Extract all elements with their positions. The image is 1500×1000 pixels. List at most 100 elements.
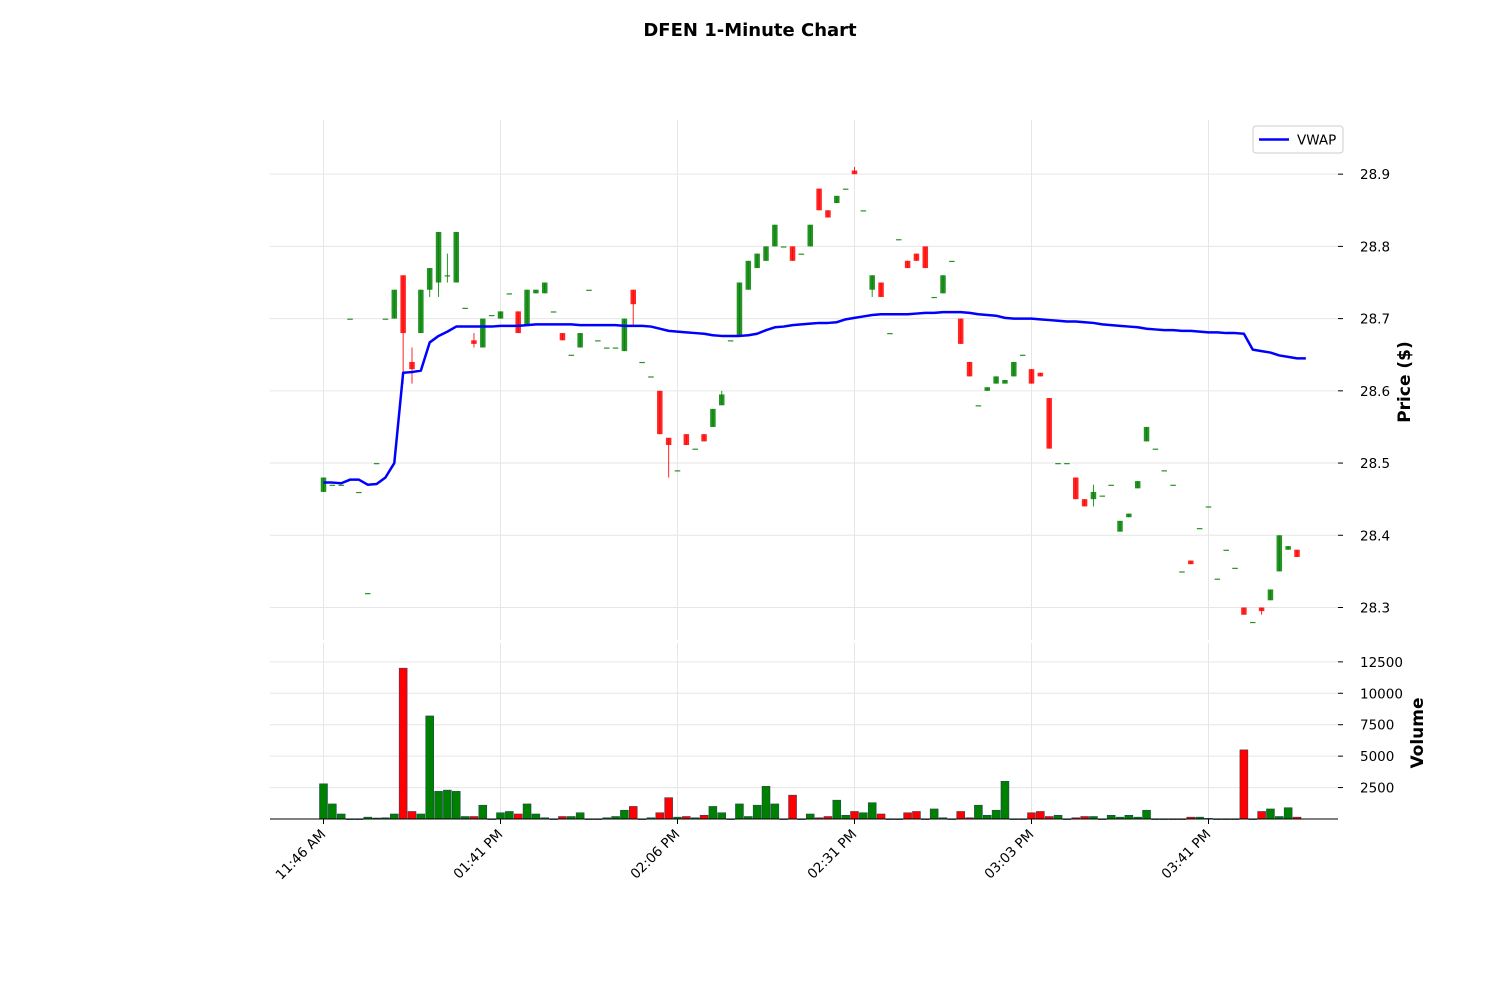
volume-bar: [699, 814, 709, 820]
candle-body: [816, 188, 822, 211]
volume-axis-label: Volume: [1408, 697, 1428, 768]
volume-axis-ticks: 2500 5000 7500 10000 12500: [1338, 655, 1403, 797]
candle-body: [657, 390, 663, 435]
candle-body: [382, 318, 389, 320]
volume-bar: [319, 783, 328, 820]
candle-body: [1046, 398, 1052, 449]
candle-body: [789, 246, 796, 261]
candle-body: [462, 307, 468, 309]
candle-body: [825, 210, 831, 218]
candle-body: [1117, 520, 1123, 532]
volume-bar: [1124, 814, 1134, 820]
candle-body: [400, 275, 406, 334]
candle-body: [1099, 495, 1106, 497]
candle-body: [1037, 372, 1044, 377]
volume-bar: [407, 811, 417, 820]
volume-bar: [912, 811, 921, 820]
volume-bar: [983, 814, 992, 820]
candle-body: [391, 289, 398, 319]
candle-body: [754, 253, 760, 269]
candle-body: [683, 434, 690, 445]
candle-body: [701, 434, 707, 442]
volume-bar: [328, 803, 337, 820]
volume-bar: [496, 812, 505, 820]
candle-body: [1011, 361, 1017, 377]
candle-body: [710, 408, 716, 427]
candle-body: [931, 296, 937, 299]
price-tick-label: 28.7: [1360, 312, 1390, 328]
candle-body: [665, 437, 672, 445]
candle-body: [1134, 481, 1141, 489]
candle-body: [338, 484, 344, 486]
candle-body: [1232, 567, 1238, 569]
candle-body: [922, 246, 929, 269]
price-tick-label: 28.8: [1360, 239, 1390, 255]
candle-body: [418, 289, 424, 334]
candle-body: [435, 231, 442, 283]
candle-body: [373, 463, 380, 465]
volume-tick-label: 2500: [1360, 781, 1394, 797]
candle-body: [896, 239, 902, 241]
price-gridlines: [270, 173, 1338, 608]
candle-body: [1002, 380, 1008, 384]
candle-body: [1223, 549, 1229, 551]
candle-body: [1179, 571, 1185, 573]
candle-body: [975, 405, 982, 407]
candle-body: [559, 333, 566, 341]
candle-body: [993, 376, 999, 384]
volume-bar: [1000, 781, 1010, 820]
volume-bar: [1257, 811, 1266, 820]
volume-bar: [876, 813, 886, 820]
legend-vwap-label: VWAP: [1297, 133, 1336, 149]
candle-body: [957, 318, 964, 344]
volume-bar: [761, 786, 771, 820]
candle-body: [497, 311, 504, 319]
volume-bar: [788, 794, 797, 820]
candle-body: [320, 477, 327, 492]
candle-body: [329, 484, 336, 486]
candle-body: [1170, 484, 1176, 486]
volume-tick-label: 10000: [1360, 686, 1403, 702]
price-tick-label: 28.5: [1360, 456, 1390, 472]
candle-body: [506, 293, 513, 295]
candle-body: [940, 275, 946, 294]
candle-body: [692, 448, 698, 450]
candle-body: [595, 340, 601, 342]
volume-bar: [1106, 814, 1116, 820]
candle-body: [568, 354, 575, 356]
price-tick-label: 28.6: [1360, 384, 1390, 400]
candle-body: [949, 260, 955, 263]
volume-tick-label: 7500: [1360, 718, 1394, 734]
x-tick-label: 11:46 AM: [273, 827, 330, 884]
candle-body: [1250, 621, 1256, 624]
candle-body: [1258, 607, 1265, 612]
candle-body: [1126, 513, 1132, 518]
volume-bar: [752, 804, 762, 820]
volume-bar: [522, 803, 532, 820]
volume-bar: [1053, 814, 1063, 820]
volume-bar: [929, 808, 939, 820]
volume-bar: [434, 791, 443, 820]
volume-bar: [1283, 807, 1293, 820]
candle-body: [648, 376, 654, 378]
candle-body: [719, 394, 725, 406]
candle-body: [674, 470, 681, 472]
volume-tick-label: 12500: [1360, 655, 1403, 671]
candle-body: [1081, 499, 1088, 507]
volume-bar: [452, 791, 461, 820]
candle-body: [904, 260, 911, 269]
candle-body: [780, 246, 787, 248]
x-gridlines: [323, 120, 1209, 819]
volume-bar: [629, 806, 638, 820]
volume-bar: [867, 802, 877, 820]
candle-body: [736, 282, 743, 337]
candle-body: [550, 311, 557, 313]
price-tick-label: 28.4: [1360, 528, 1390, 544]
volume-bar: [991, 809, 1001, 820]
volume-bar: [416, 813, 426, 820]
volume-bar: [859, 812, 868, 820]
volume-bar: [717, 812, 726, 820]
volume-bar: [770, 803, 780, 820]
volume-tick-label: 5000: [1360, 749, 1394, 765]
